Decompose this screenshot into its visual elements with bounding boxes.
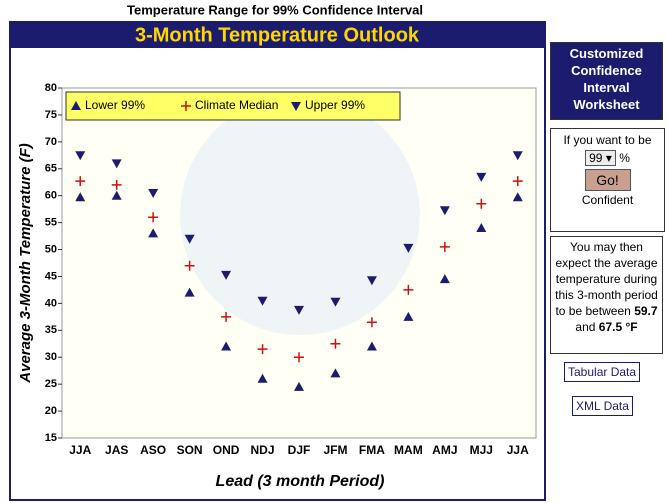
level: 99 [589,151,603,165]
marker [439,241,450,252]
marker [221,311,232,322]
low: 59.7 [634,304,658,318]
marker [439,274,450,284]
x-tick-label: NDJ [251,443,275,457]
marker [111,159,122,169]
marker [366,341,377,351]
marker [476,198,487,209]
watermark [180,95,420,335]
x-tick-label: MJJ [470,443,493,457]
marker [403,284,414,295]
marker [257,373,268,383]
marker [184,234,195,244]
result-box: You may then expect the average temperat… [550,236,663,354]
x-tick-label: MAM [394,443,423,457]
marker [184,260,195,271]
go-button[interactable]: Go! [584,169,631,191]
y-tick-label: 75 [45,109,57,121]
marker [366,276,377,286]
level-select[interactable]: 99 ▾ [585,150,616,166]
chart: Temperature Range for 99% Confidence Int… [9,2,546,501]
marker [330,368,341,378]
page-title: Temperature Range for 99% Confidence Int… [127,2,423,17]
y-tick-label: 15 [45,432,57,444]
worksheet-heading: Customized Confidence Interval Worksheet [550,42,663,120]
marker [75,176,86,187]
marker [439,206,450,216]
marker [75,151,86,161]
marker [111,179,122,190]
legend-marker [71,101,81,110]
x-axis-label: Lead (3 month Period) [216,473,385,490]
y-axis-label: Average 3-Month Temperature (F) [17,143,34,383]
chart-title: 3-Month Temperature Outlook [135,24,420,46]
y-tick-label: 30 [45,351,57,363]
legend-label: Climate Median [195,98,278,112]
marker [403,243,414,253]
marker [330,297,341,307]
legend-label: Lower 99% [85,98,145,112]
marker [111,190,122,200]
y-tick-label: 70 [45,136,57,148]
x-tick-label: DJF [288,443,311,457]
marker [366,317,377,328]
marker [294,305,304,315]
marker [257,296,268,306]
y-tick-label: 20 [45,405,57,417]
x-tick-label: JAS [105,443,128,457]
marker [512,176,523,187]
marker [476,223,487,232]
marker [512,151,523,161]
result-text: You may then expect the average temperat… [555,240,658,318]
marker [330,338,341,349]
prompt: If you want to be [563,133,652,147]
y-tick-label: 60 [45,190,57,202]
marker [148,228,159,238]
legend [65,91,401,121]
marker [148,212,159,223]
marker [476,172,487,182]
x-tick-label: OND [213,443,240,457]
level-row: 99 ▾ % [551,150,664,166]
y-tick-label: 35 [45,324,57,336]
y-tick-label: 25 [45,378,57,390]
marker [221,341,232,351]
marker [294,352,304,363]
legend-marker [291,102,301,111]
marker [148,189,159,198]
marker [257,344,268,355]
marker [512,192,523,202]
x-tick-label: JJA [507,443,529,457]
x-tick-label: JFM [323,443,347,457]
marker [403,311,414,321]
marker [221,270,232,280]
confident: Confident [581,193,634,207]
marker [294,381,304,391]
x-tick-label: AMJ [432,443,457,457]
x-tick-label: JJA [69,443,91,457]
high: 67.5 [598,320,623,334]
marker [184,287,195,297]
y-tick-label: 40 [45,297,57,309]
unit: °F [625,320,638,334]
y-tick-label: 50 [45,243,57,255]
legend-marker [181,101,191,111]
and: and [575,320,596,334]
link[interactable]: XML Data [572,396,633,416]
percent: % [619,151,630,165]
y-tick-label: 80 [45,82,57,94]
y-tick-label: 45 [45,270,57,282]
x-tick-label: FMA [359,443,385,457]
marker [75,192,86,202]
input-box: If you want to be 99 ▾ % Go! Confident [550,128,665,232]
x-tick-label: ASO [140,443,166,457]
y-tick-label: 55 [45,217,57,229]
legend-label: Upper 99% [305,98,365,112]
y-tick-label: 65 [45,163,57,175]
x-tick-label: SON [177,443,203,457]
link[interactable]: Tabular Data [564,362,641,382]
sidebar: Customized Confidence Interval Worksheet… [548,0,667,503]
header-bar [10,22,545,48]
